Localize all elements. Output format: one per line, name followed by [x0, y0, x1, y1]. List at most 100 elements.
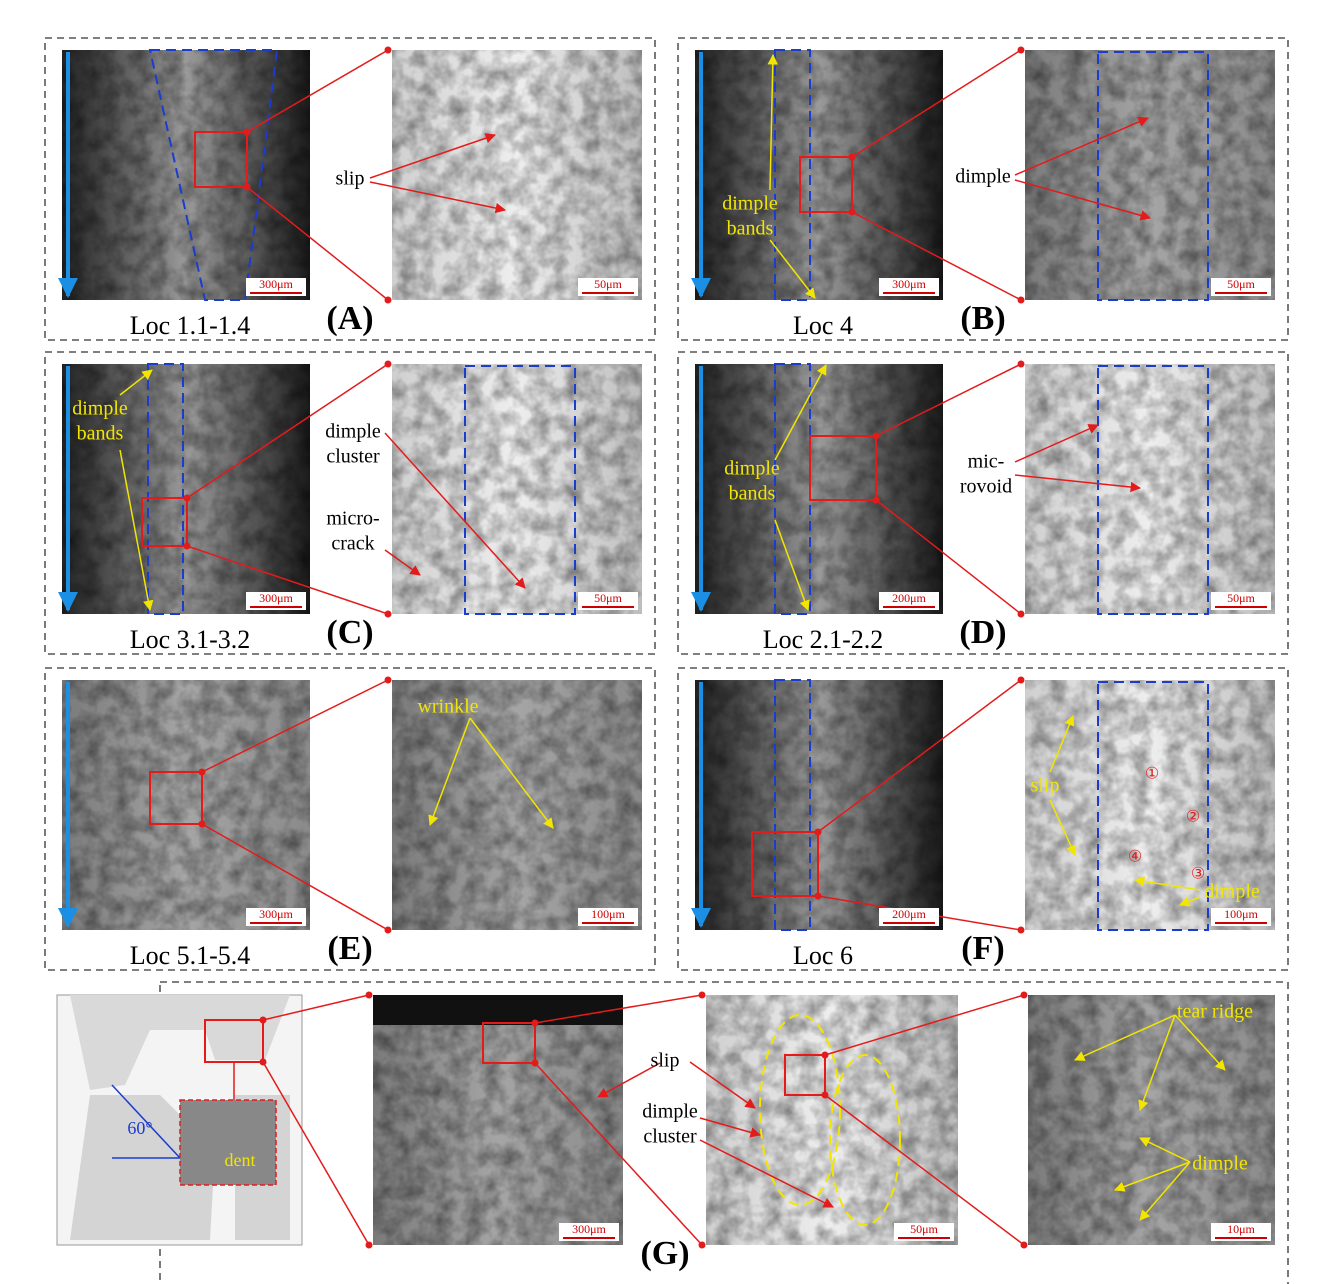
annotation: dent	[225, 1150, 256, 1170]
zoom-dot	[815, 893, 822, 900]
zoom-dot	[244, 129, 251, 136]
annotation: micro-	[326, 508, 379, 530]
zoom-dot	[815, 829, 822, 836]
panel-label: (F)	[961, 930, 1004, 967]
annotation: bands	[729, 483, 776, 505]
micrograph-texture	[1025, 364, 1275, 614]
scale-bar-label: 300μm	[259, 591, 293, 605]
zoom-dot	[1018, 361, 1025, 368]
micrograph-texture	[695, 50, 943, 300]
zoom-dot	[260, 1059, 267, 1066]
zoom-dot	[385, 611, 392, 618]
location-label: Loc 4	[793, 311, 853, 340]
location-label: Loc 1.1-1.4	[130, 311, 251, 340]
location-label: Loc 2.1-2.2	[763, 625, 884, 654]
panel-label: (B)	[960, 300, 1005, 337]
zoom-dot	[1018, 611, 1025, 618]
zoom-dot	[1018, 47, 1025, 54]
annotation: cluster	[326, 446, 380, 468]
annotation: slip	[1031, 775, 1060, 797]
micrograph-texture	[1025, 50, 1275, 300]
annotation: mic-	[968, 451, 1005, 473]
annotation: dimple	[325, 421, 381, 443]
zoom-dot	[699, 992, 706, 999]
zoom-dot	[873, 433, 880, 440]
zoom-dot	[532, 1020, 539, 1027]
annotation: crack	[331, 533, 374, 555]
micrograph-texture	[706, 995, 958, 1245]
annotation: ③	[1191, 866, 1205, 883]
zoom-dot	[385, 677, 392, 684]
annotation: dimple	[1204, 881, 1260, 903]
zoom-dot	[260, 1017, 267, 1024]
micrograph-texture	[62, 680, 310, 930]
scale-bar-label: 10μm	[1227, 1222, 1255, 1236]
scale-bar-label: 50μm	[1227, 277, 1255, 291]
zoom-dot	[244, 184, 251, 191]
zoom-dot	[532, 1060, 539, 1067]
annotation: ②	[1186, 809, 1200, 826]
scale-bar-label: 200μm	[892, 591, 926, 605]
zoom-dot	[385, 927, 392, 934]
annotation: dimple	[72, 398, 128, 420]
micrograph-texture	[392, 364, 642, 614]
annotation: dimple	[1192, 1153, 1248, 1175]
location-label: Loc 5.1-5.4	[130, 941, 251, 970]
annotation: dimple	[955, 166, 1011, 188]
annotation: rovoid	[960, 476, 1012, 498]
scale-bar-label: 300μm	[259, 277, 293, 291]
figure: 300μm 50μm Loc 1.1-1.4 (A) slip 300μm 50μm Loc …	[0, 0, 1328, 1284]
annotation: slip	[651, 1050, 680, 1072]
zoom-dot	[849, 154, 856, 161]
scale-bar-label: 100μm	[591, 907, 625, 921]
scale-bar-label: 300μm	[572, 1222, 606, 1236]
annotation: cluster	[643, 1126, 697, 1148]
micrograph-texture	[373, 995, 623, 1245]
zoom-dot	[184, 495, 191, 502]
zoom-dot	[1021, 992, 1028, 999]
annotation: 60°	[127, 1118, 152, 1138]
scale-bar-label: 50μm	[594, 277, 622, 291]
zoom-dot	[385, 297, 392, 304]
panel-label: (D)	[959, 614, 1006, 651]
zoom-dot	[849, 209, 856, 216]
zoom-dot	[184, 543, 191, 550]
annotation: ①	[1145, 766, 1159, 783]
zoom-dot	[199, 821, 206, 828]
edge	[373, 995, 623, 1025]
annotation: tear ridge	[1177, 1001, 1253, 1023]
inset	[180, 1100, 276, 1185]
zoom-dot	[366, 992, 373, 999]
annotation: dimple	[722, 193, 778, 215]
scale-bar-label: 300μm	[259, 907, 293, 921]
annotation: wrinkle	[417, 696, 478, 718]
zoom-dot	[1018, 297, 1025, 304]
zoom-dot	[385, 361, 392, 368]
scale-bar-label: 100μm	[1224, 907, 1258, 921]
zoom-dot	[385, 47, 392, 54]
zoom-dot	[1018, 677, 1025, 684]
annotation: ④	[1128, 849, 1142, 866]
zoom-dot	[366, 1242, 373, 1249]
scale-bar-label: 50μm	[1227, 591, 1255, 605]
annotation: slip	[336, 168, 365, 190]
annotation: bands	[727, 218, 774, 240]
annotation: dimple	[724, 458, 780, 480]
scale-bar-label: 300μm	[892, 277, 926, 291]
zoom-dot	[199, 769, 206, 776]
scale-bar-label: 200μm	[892, 907, 926, 921]
panel-label: (A)	[326, 300, 373, 337]
panel-label: (E)	[327, 930, 372, 967]
scale-bar-label: 50μm	[910, 1222, 938, 1236]
panel-label: (C)	[326, 614, 373, 651]
zoom-dot	[822, 1052, 829, 1059]
location-label: Loc 6	[793, 941, 853, 970]
annotation: bands	[77, 423, 124, 445]
zoom-dot	[699, 1242, 706, 1249]
zoom-dot	[822, 1092, 829, 1099]
micrograph-texture	[392, 50, 642, 300]
scale-bar-label: 50μm	[594, 591, 622, 605]
zoom-dot	[1018, 927, 1025, 934]
annotation: dimple	[642, 1101, 698, 1123]
zoom-dot	[1021, 1242, 1028, 1249]
